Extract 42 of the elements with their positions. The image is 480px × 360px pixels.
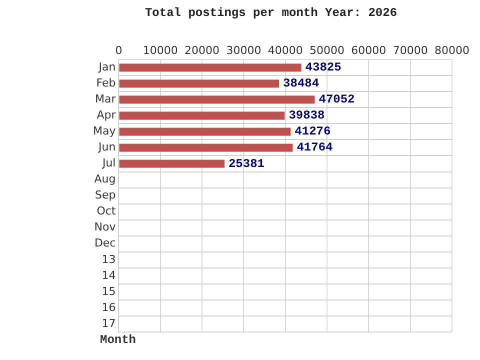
y-tick-label: May xyxy=(92,124,116,138)
y-tick-label: Feb xyxy=(96,76,116,90)
y-tick-label: Nov xyxy=(94,220,116,234)
bar xyxy=(119,144,293,152)
data-label: 43825 xyxy=(305,60,342,75)
x-tick-label: 40000 xyxy=(268,44,303,57)
x-tick-label: 80000 xyxy=(434,44,470,57)
bar xyxy=(119,64,302,72)
data-label: 39838 xyxy=(288,108,325,123)
bar xyxy=(119,128,291,136)
y-axis-title: Month xyxy=(100,333,136,348)
chart-title: Total postings per month Year: 2026 xyxy=(144,6,398,20)
x-tick-label: 10000 xyxy=(142,44,178,57)
bar xyxy=(119,160,224,168)
y-tick-label: Apr xyxy=(96,108,116,122)
x-tick-label: 60000 xyxy=(351,44,386,57)
y-tick-label: Oct xyxy=(96,204,116,218)
y-tick-label: Aug xyxy=(94,172,116,186)
y-tick-label: 15 xyxy=(102,284,116,298)
data-label: 47052 xyxy=(318,92,355,107)
data-label: 38484 xyxy=(283,76,320,91)
x-tick-label: 0 xyxy=(115,44,122,57)
y-tick-label: Dec xyxy=(94,236,116,250)
bar xyxy=(119,80,280,88)
y-tick-label: 16 xyxy=(102,300,116,314)
y-tick-label: Jul xyxy=(101,156,116,170)
y-tick-label: 14 xyxy=(102,268,116,282)
y-tick-label: Jun xyxy=(98,140,116,154)
bar xyxy=(119,112,285,120)
data-label: 41764 xyxy=(296,140,333,155)
x-tick-label: 20000 xyxy=(184,44,220,57)
data-label: 41276 xyxy=(294,124,331,139)
bar xyxy=(119,96,315,104)
data-label: 25381 xyxy=(228,156,264,171)
y-tick-label: Jan xyxy=(98,60,116,74)
x-tick-label: 50000 xyxy=(310,44,345,57)
x-tick-label: 70000 xyxy=(392,44,428,57)
y-tick-label: Mar xyxy=(94,92,116,106)
x-tick-label: 30000 xyxy=(226,44,262,57)
y-tick-label: Sep xyxy=(95,188,116,202)
y-tick-label: 17 xyxy=(102,316,116,330)
y-tick-label: 13 xyxy=(102,252,116,266)
